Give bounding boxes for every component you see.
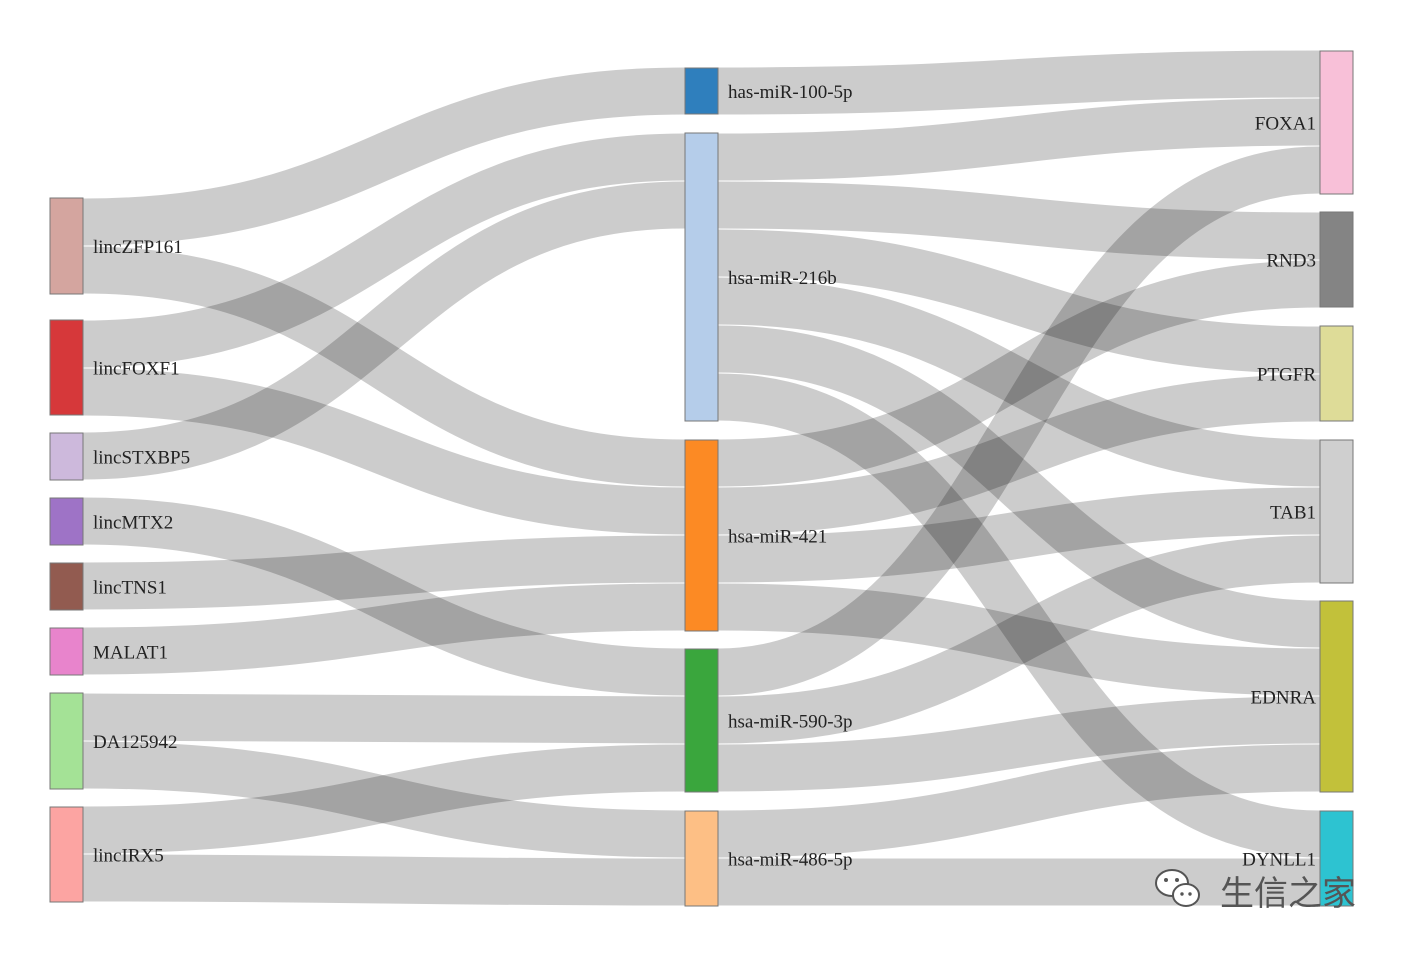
link-lincSTXBP5-to-hsa-miR-216b	[82, 181, 686, 480]
link-has-miR-100-5p-to-FOXA1	[717, 50, 1321, 115]
link-lincFOXF1-to-hsa-miR-421	[82, 368, 686, 535]
link-lincFOXF1-to-hsa-miR-216b	[82, 133, 686, 368]
link-hsa-miR-486-5p-to-EDNRA	[717, 744, 1321, 858]
link-hsa-miR-590-3p-to-EDNRA	[717, 696, 1321, 792]
link-lincIRX5-to-hsa-miR-590-3p	[82, 744, 686, 854]
node-bar-lincZFP161	[49, 197, 84, 295]
node-hsa-miR-421: hsa-miR-421	[684, 439, 827, 632]
wechat-icon	[1155, 869, 1200, 907]
links-layer	[82, 50, 1321, 906]
link-hsa-miR-216b-to-DYNLL1	[717, 373, 1321, 858]
node-bar-lincMTX2	[49, 497, 84, 546]
node-hsa-miR-486-5p: hsa-miR-486-5p	[684, 810, 853, 907]
node-label-hsa-miR-421: hsa-miR-421	[728, 527, 827, 548]
node-label-PTGFR: PTGFR	[1257, 365, 1316, 386]
node-label-FOXA1: FOXA1	[1255, 114, 1316, 135]
node-bar-MALAT1	[49, 627, 84, 676]
node-bar-TAB1	[1319, 439, 1354, 584]
node-DYNLL1: DYNLL1	[1242, 810, 1354, 907]
link-lincIRX5-to-hsa-miR-486-5p	[82, 854, 686, 906]
node-label-lincTNS1: lincTNS1	[93, 578, 167, 599]
node-bar-lincFOXF1	[49, 319, 84, 416]
node-bar-EDNRA	[1319, 600, 1354, 793]
link-hsa-miR-216b-to-RND3	[717, 181, 1321, 260]
node-label-has-miR-100-5p: has-miR-100-5p	[728, 82, 853, 103]
node-label-lincZFP161: lincZFP161	[93, 237, 183, 258]
link-lincTNS1-to-hsa-miR-421	[82, 535, 686, 610]
node-label-DA125942: DA125942	[93, 732, 177, 753]
node-PTGFR: PTGFR	[1257, 325, 1354, 422]
node-label-lincMTX2: lincMTX2	[93, 513, 173, 534]
node-has-miR-100-5p: has-miR-100-5p	[684, 67, 853, 115]
node-lincZFP161: lincZFP161	[49, 197, 183, 295]
link-DA125942-to-hsa-miR-486-5p	[82, 741, 686, 858]
link-hsa-miR-421-to-EDNRA	[717, 583, 1321, 696]
node-label-EDNRA: EDNRA	[1251, 688, 1317, 709]
node-label-TAB1: TAB1	[1270, 503, 1316, 524]
link-lincZFP161-to-hsa-miR-421	[82, 246, 686, 487]
nodes-layer: lincZFP161 lincFOXF1 lincSTXBP5 lincMTX2 lin…	[49, 50, 1354, 907]
node-TAB1: TAB1	[1270, 439, 1354, 584]
node-label-RND3: RND3	[1266, 251, 1316, 272]
node-lincMTX2: lincMTX2	[49, 497, 173, 546]
node-label-lincIRX5: lincIRX5	[93, 846, 164, 867]
link-DA125942-to-hsa-miR-590-3p	[82, 693, 686, 744]
node-bar-lincSTXBP5	[49, 432, 84, 481]
node-label-DYNLL1: DYNLL1	[1242, 850, 1316, 871]
node-RND3: RND3	[1266, 211, 1354, 308]
watermark-text: 生信之家	[1220, 874, 1356, 914]
node-bar-hsa-miR-486-5p	[684, 810, 719, 907]
node-bar-DYNLL1	[1319, 810, 1354, 907]
node-label-MALAT1: MALAT1	[93, 643, 168, 664]
link-lincZFP161-to-has-miR-100-5p	[82, 67, 686, 246]
node-MALAT1: MALAT1	[49, 627, 168, 676]
link-hsa-miR-421-to-PTGFR	[717, 374, 1321, 535]
node-bar-PTGFR	[1319, 325, 1354, 422]
node-bar-DA125942	[49, 692, 84, 790]
node-EDNRA: EDNRA	[1251, 600, 1354, 793]
node-lincFOXF1: lincFOXF1	[49, 319, 180, 416]
node-lincSTXBP5: lincSTXBP5	[49, 432, 190, 481]
link-hsa-miR-216b-to-PTGFR	[717, 229, 1321, 374]
node-hsa-miR-216b: hsa-miR-216b	[684, 132, 837, 422]
node-label-hsa-miR-486-5p: hsa-miR-486-5p	[728, 850, 853, 871]
link-hsa-miR-216b-to-TAB1	[717, 277, 1321, 487]
link-hsa-miR-216b-to-EDNRA	[717, 325, 1321, 648]
node-label-lincSTXBP5: lincSTXBP5	[93, 448, 190, 469]
node-lincIRX5: lincIRX5	[49, 806, 164, 903]
node-FOXA1: FOXA1	[1255, 50, 1354, 195]
node-bar-FOXA1	[1319, 50, 1354, 195]
link-hsa-miR-590-3p-to-TAB1	[717, 535, 1321, 744]
node-bar-RND3	[1319, 211, 1354, 308]
node-lincTNS1: lincTNS1	[49, 562, 167, 611]
node-hsa-miR-590-3p: hsa-miR-590-3p	[684, 648, 853, 793]
node-label-hsa-miR-590-3p: hsa-miR-590-3p	[728, 712, 853, 733]
link-hsa-miR-216b-to-FOXA1	[717, 98, 1321, 181]
link-hsa-miR-421-to-TAB1	[717, 487, 1321, 583]
node-label-hsa-miR-216b: hsa-miR-216b	[728, 268, 837, 289]
watermark: 生信之家	[1155, 869, 1356, 914]
node-bar-lincIRX5	[49, 806, 84, 903]
link-lincMTX2-to-hsa-miR-590-3p	[82, 497, 686, 696]
node-bar-hsa-miR-590-3p	[684, 648, 719, 793]
link-hsa-miR-590-3p-to-FOXA1	[717, 146, 1321, 696]
node-bar-hsa-miR-216b	[684, 132, 719, 422]
link-MALAT1-to-hsa-miR-421	[82, 583, 686, 675]
link-hsa-miR-421-to-RND3	[717, 260, 1321, 487]
node-bar-has-miR-100-5p	[684, 67, 719, 115]
node-bar-lincTNS1	[49, 562, 84, 611]
node-bar-hsa-miR-421	[684, 439, 719, 632]
node-DA125942: DA125942	[49, 692, 177, 790]
node-label-lincFOXF1: lincFOXF1	[93, 359, 180, 380]
